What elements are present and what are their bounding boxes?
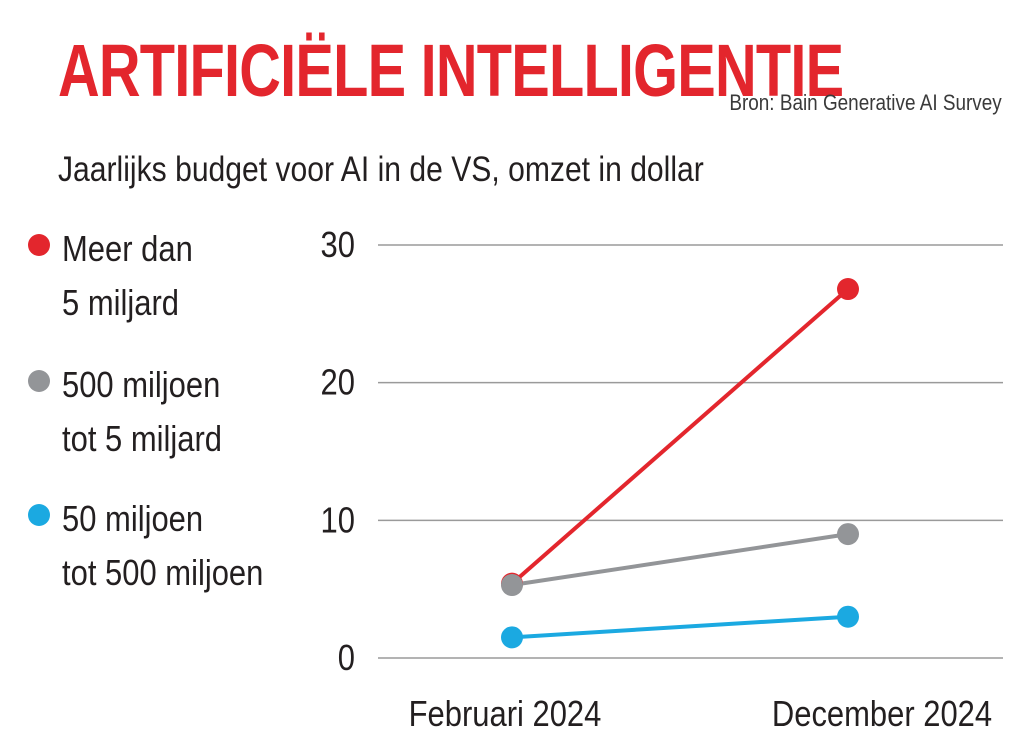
data-point xyxy=(837,605,859,628)
legend-dot-icon xyxy=(28,504,50,526)
legend-dot-icon xyxy=(28,370,50,392)
series-line xyxy=(511,614,849,640)
source-note: Bron: Bain Generative AI Survey xyxy=(729,90,1002,115)
y-tick-label: 20 xyxy=(321,364,355,404)
legend-label: 500 miljoen tot 5 miljard xyxy=(62,364,223,459)
series-lines xyxy=(510,287,850,640)
data-point xyxy=(837,523,859,546)
data-point xyxy=(501,626,523,649)
data-point xyxy=(501,574,523,597)
chart-title: ARTIFICIËLE INTELLIGENTIE xyxy=(58,29,844,112)
series-line xyxy=(510,287,850,586)
chart-subtitle: Jaarlijks budget voor AI in de VS, omzet… xyxy=(58,150,704,189)
series-points xyxy=(501,278,859,649)
x-tick-labels: Februari 2024 December 2024 xyxy=(409,695,992,735)
legend-label: Meer dan 5 miljard xyxy=(62,228,193,323)
series-line xyxy=(511,532,849,588)
y-tick-label: 10 xyxy=(321,501,355,541)
x-tick-label: December 2024 xyxy=(772,695,992,735)
grid-lines xyxy=(378,244,1003,659)
y-tick-labels: 0 10 20 30 xyxy=(321,226,355,679)
x-tick-label: Februari 2024 xyxy=(409,695,602,735)
legend-label: 50 miljoen tot 500 miljoen xyxy=(62,498,264,593)
legend-dot-icon xyxy=(28,234,50,256)
data-point xyxy=(837,278,859,301)
y-tick-label: 0 xyxy=(338,639,355,679)
y-tick-label: 30 xyxy=(321,226,355,266)
